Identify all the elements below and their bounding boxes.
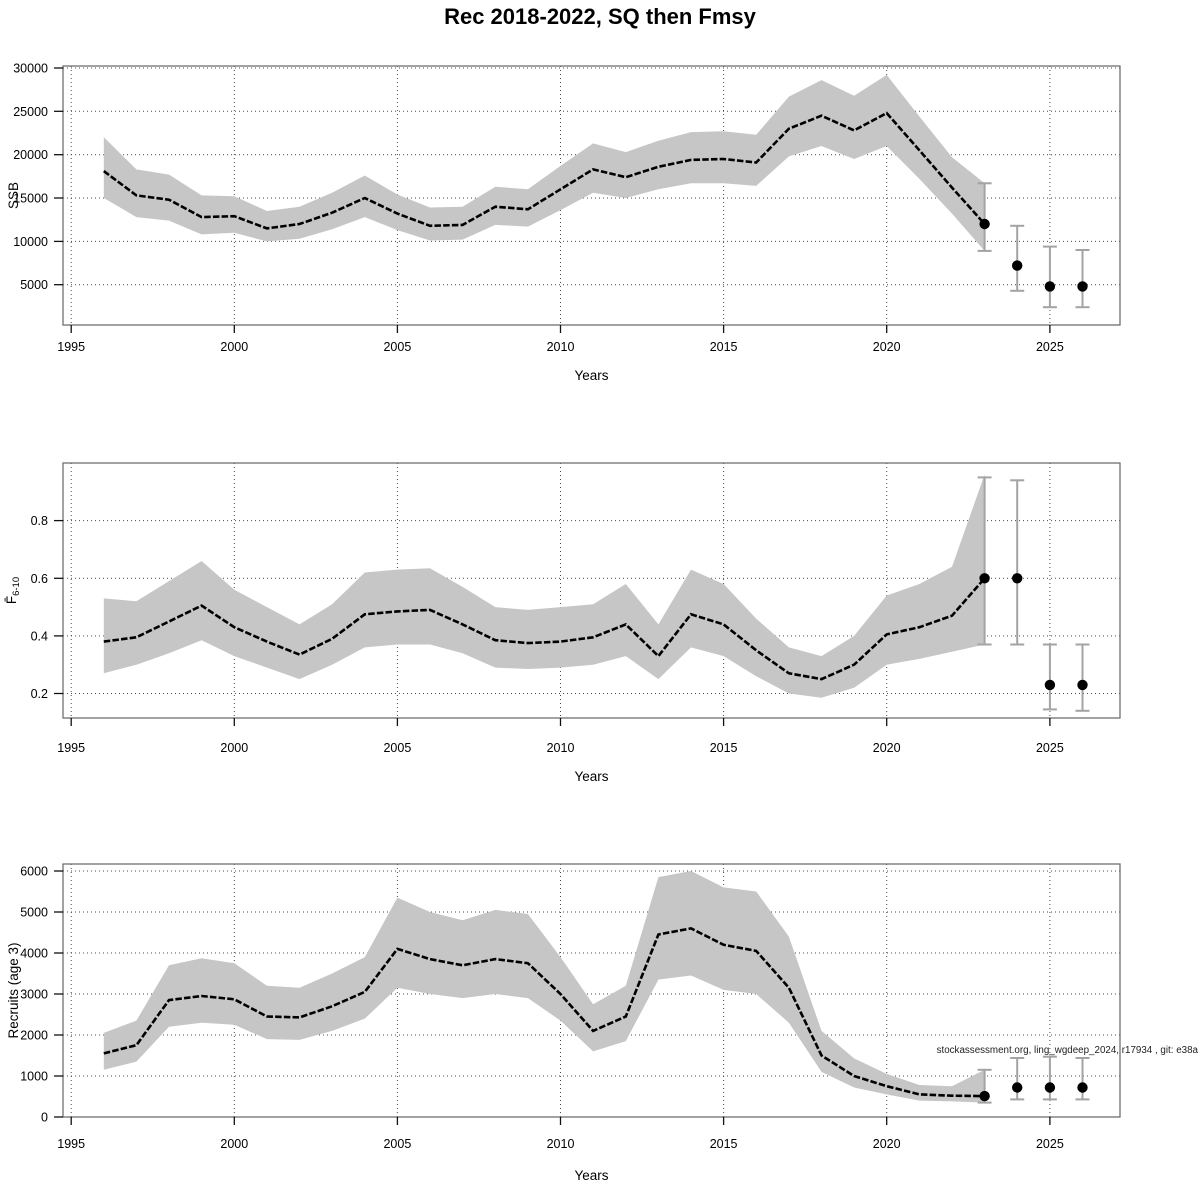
y-tick-label: 0.4 (31, 629, 48, 643)
x-tick-label: 2005 (383, 1137, 411, 1151)
y-tick-label: 5000 (20, 278, 48, 292)
x-axis-label: Years (574, 769, 608, 784)
x-tick-label: 1995 (57, 741, 85, 755)
forecast-dots (979, 218, 1088, 292)
x-axis-label: Years (574, 368, 608, 383)
y-tick-label: 5000 (20, 906, 48, 920)
y-tick-label: 10000 (13, 235, 48, 249)
y-axis: 0.2 0.4 0.6 0.8 (31, 514, 63, 701)
y-tick-label: 0 (41, 1111, 48, 1125)
fbar-chart: 0.2 0.4 0.6 0.8 1995 2000 2005 2010 2015 2020 2025… (4, 462, 1121, 784)
x-tick-label: 2015 (710, 741, 738, 755)
forecast-dot (979, 573, 990, 584)
forecast-dot (1044, 679, 1056, 691)
error-bars (977, 182, 1090, 309)
y-tick-label: 4000 (20, 947, 48, 961)
error-bars (977, 476, 1090, 712)
y-tick-label: 3000 (20, 988, 48, 1002)
figure-title: Rec 2018-2022, SQ then Fmsy (444, 4, 756, 29)
x-axis: 1995 2000 2005 2010 2015 2020 2025 (57, 325, 1064, 354)
x-tick-label: 2020 (873, 1137, 901, 1151)
plot-frame (62, 462, 1121, 719)
median-line (103, 577, 986, 681)
y-axis: 5000 10000 15000 20000 25000 30000 (13, 62, 63, 292)
x-tick-label: 2000 (220, 741, 248, 755)
plot-frame (62, 863, 1121, 1118)
x-tick-label: 2025 (1036, 340, 1064, 354)
x-tick-label: 2020 (873, 340, 901, 354)
y-tick-label: 30000 (13, 62, 48, 76)
x-axis: 1995 2000 2005 2010 2015 2020 2025 (57, 718, 1064, 755)
x-tick-label: 2025 (1036, 1137, 1064, 1151)
confidence-band (103, 871, 985, 1103)
y-tick-label: 25000 (13, 105, 48, 119)
plot-frame (62, 65, 1121, 326)
forecast-dot (1077, 1082, 1088, 1093)
forecast-dot (1012, 1082, 1023, 1093)
confidence-band (103, 474, 985, 698)
ssb-chart: 5000 10000 15000 20000 25000 30000 1995 2000 200… (6, 62, 1121, 383)
confidence-band (103, 74, 985, 251)
x-axis: 1995 2000 2005 2010 2015 2020 2025 (57, 1117, 1064, 1151)
median-line (103, 111, 986, 230)
y-axis-label: SSB (6, 182, 21, 209)
x-tick-label: 2000 (220, 340, 248, 354)
forecast-dot (1012, 573, 1023, 584)
error-bars (977, 1055, 1090, 1104)
forecast-dot (1012, 260, 1023, 271)
x-tick-label: 2000 (220, 1137, 248, 1151)
x-tick-label: 1995 (57, 1137, 85, 1151)
forecast-dot (1077, 281, 1088, 292)
x-tick-label: 2025 (1036, 741, 1064, 755)
forecast-dot (1044, 281, 1056, 292)
y-tick-label: 2000 (20, 1029, 48, 1043)
recruits-chart: 0 1000 2000 3000 4000 5000 6000 1995 2000 2005 201… (6, 863, 1199, 1183)
x-tick-label: 2015 (710, 1137, 738, 1151)
x-axis-label: Years (574, 1168, 608, 1183)
y-tick-label: 1000 (20, 1070, 48, 1084)
y-tick-label: 0.2 (31, 687, 48, 701)
watermark-annotation: stockassessment.org, ling_wgdeep_2024, r… (937, 1045, 1199, 1056)
x-tick-label: 2015 (710, 340, 738, 354)
forecast-dot (1077, 679, 1088, 691)
y-axis-label: Recruits (age 3) (6, 942, 21, 1038)
y-tick-label: 15000 (13, 192, 48, 206)
y-axis-label: F̄6-10 (4, 577, 22, 604)
y-tick-label: 0.8 (31, 514, 48, 528)
x-tick-label: 1995 (57, 340, 85, 354)
x-tick-label: 2005 (383, 741, 411, 755)
forecast-dot (1044, 1082, 1056, 1093)
forecast-dots (979, 1082, 1088, 1102)
x-tick-label: 2010 (547, 741, 575, 755)
forecast-dot (979, 1090, 990, 1102)
y-axis: 0 1000 2000 3000 4000 5000 6000 (20, 865, 63, 1125)
forecast-dots (979, 573, 1088, 691)
x-tick-label: 2010 (547, 1137, 575, 1151)
y-tick-label: 20000 (13, 148, 48, 162)
x-tick-label: 2010 (547, 340, 575, 354)
y-tick-label: 0.6 (31, 572, 48, 586)
x-tick-label: 2005 (383, 340, 411, 354)
y-tick-label: 6000 (20, 865, 48, 879)
x-tick-label: 2020 (873, 741, 901, 755)
gridlines (63, 66, 1120, 325)
forecast-dot (979, 218, 990, 230)
